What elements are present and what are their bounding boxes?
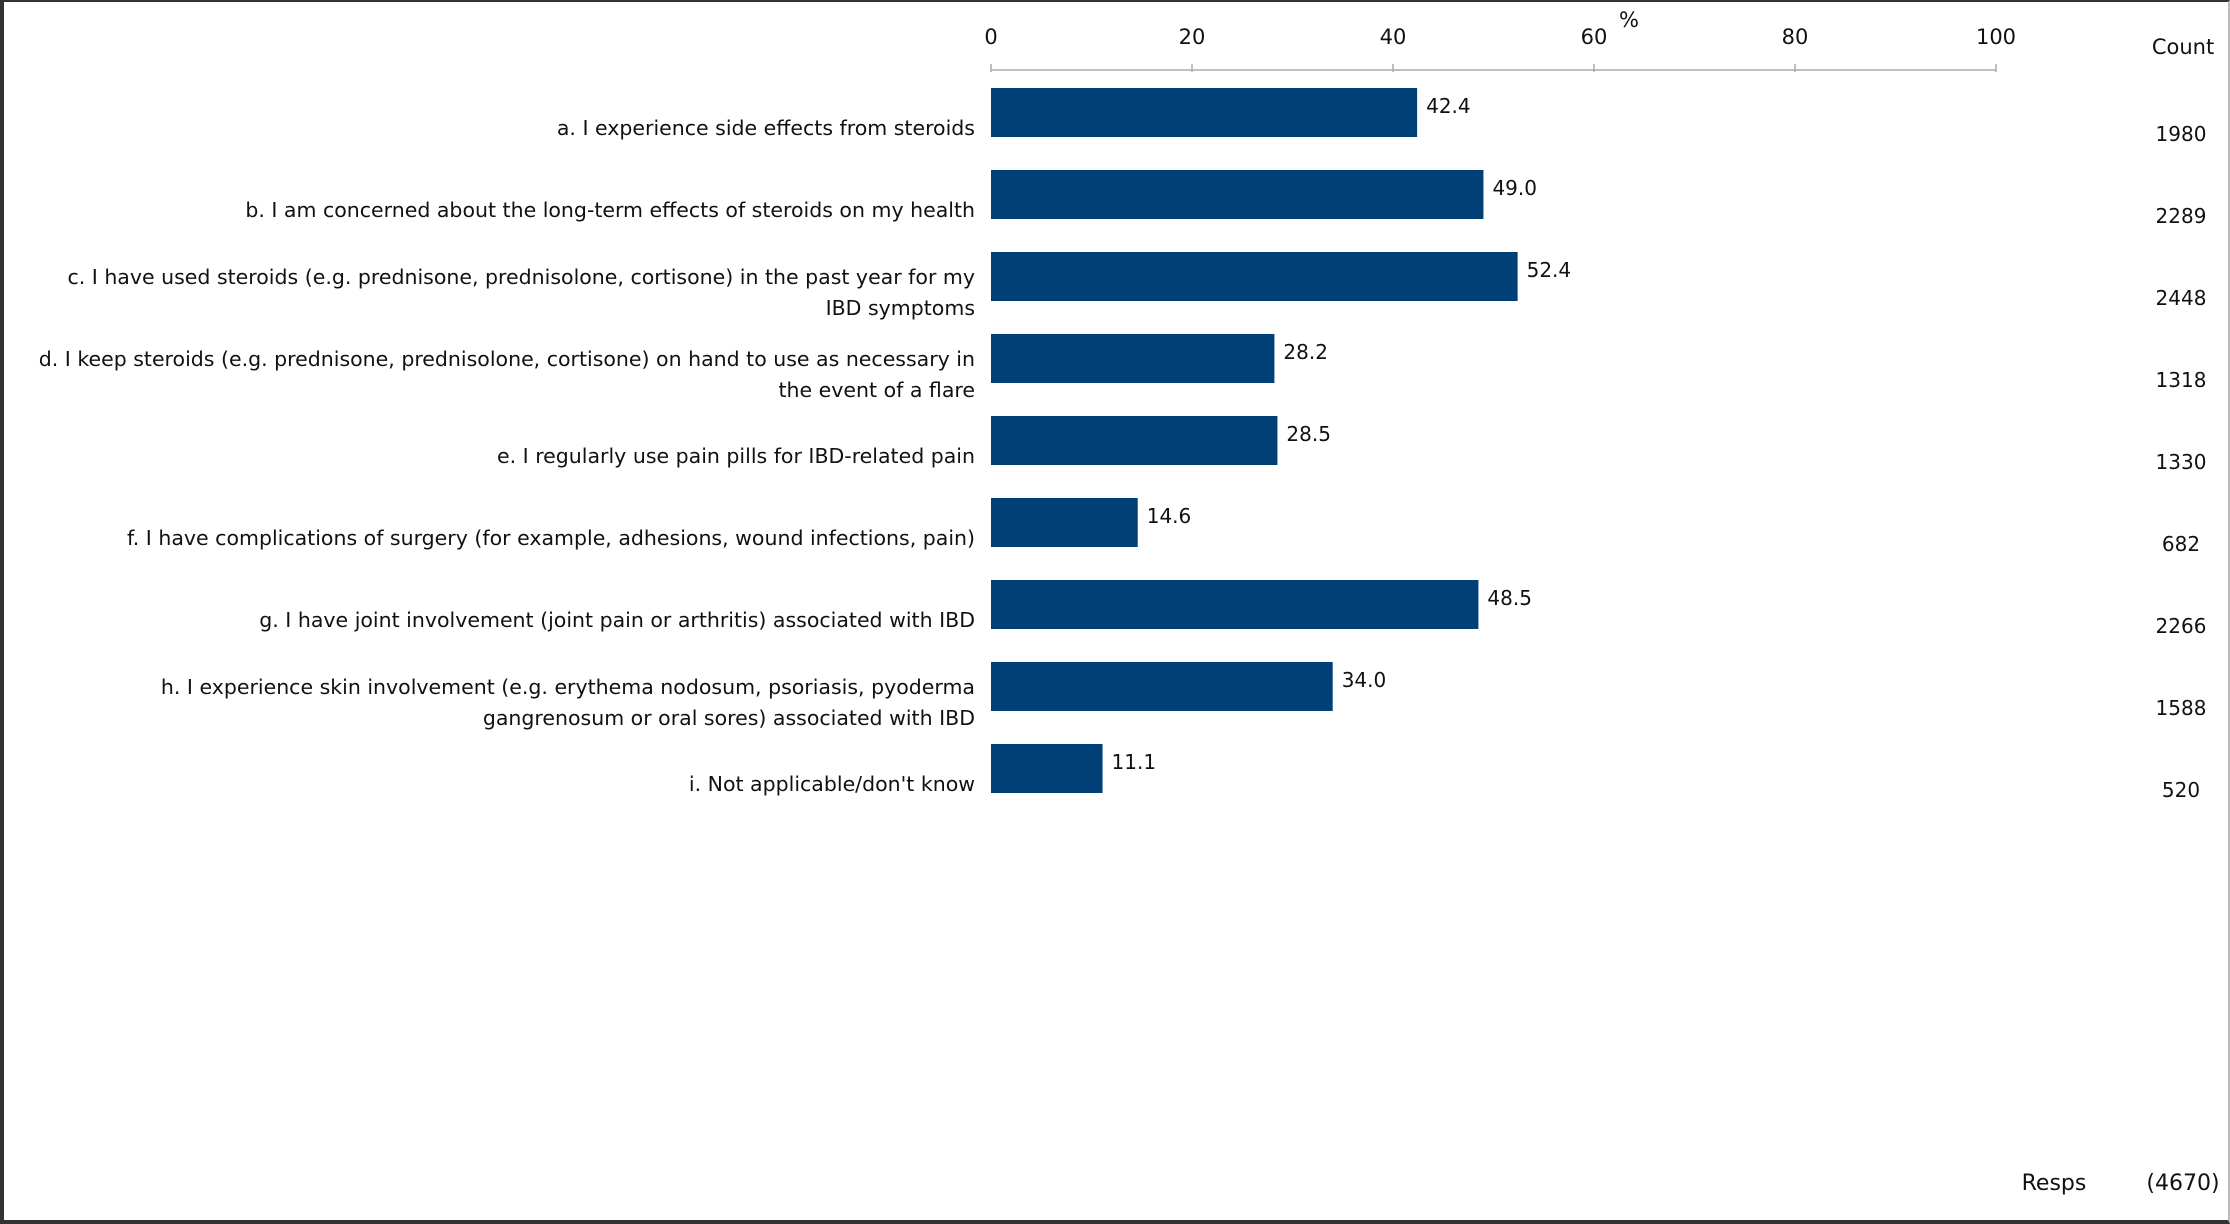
bar xyxy=(991,662,1333,711)
category-label: the event of a flare xyxy=(779,378,975,402)
value-label: 28.2 xyxy=(1283,340,1328,364)
category-label: IBD symptoms xyxy=(826,296,975,320)
bars: 42.4 a. I experience side effects from st… xyxy=(39,88,2207,802)
value-label: 34.0 xyxy=(1342,668,1387,692)
category-label: g. I have joint involvement (joint pain … xyxy=(259,608,975,632)
value-label: 14.6 xyxy=(1147,504,1192,528)
bar xyxy=(991,252,1518,301)
bar xyxy=(991,88,1418,137)
count-value: 2448 xyxy=(2156,286,2207,310)
count-value: 1318 xyxy=(2156,368,2207,392)
bar xyxy=(991,170,1484,219)
category-label: gangrenosum or oral sores) associated wi… xyxy=(483,706,975,730)
x-tick-label: 60 xyxy=(1581,25,1608,49)
count-value: 682 xyxy=(2162,532,2200,556)
x-axis-ticks: 0 20 40 60 80 100 xyxy=(984,25,2016,72)
value-label: 28.5 xyxy=(1286,422,1331,446)
value-label: 42.4 xyxy=(1426,94,1471,118)
category-label: b. I am concerned about the long-term ef… xyxy=(245,198,975,222)
resps-label: Resps xyxy=(2022,1171,2087,1196)
resps-value: (4670) xyxy=(2146,1171,2219,1196)
x-tick-label: 20 xyxy=(1179,25,1206,49)
count-value: 520 xyxy=(2162,778,2200,802)
category-label: d. I keep steroids (e.g. prednisone, pre… xyxy=(39,347,975,371)
value-label: 49.0 xyxy=(1492,176,1537,200)
count-value: 1980 xyxy=(2156,122,2207,146)
x-tick-label: 40 xyxy=(1380,25,1407,49)
axis-unit-label: % xyxy=(1619,8,1639,32)
bar xyxy=(991,416,1278,465)
x-tick-label: 100 xyxy=(1976,25,2016,49)
value-label: 48.5 xyxy=(1487,586,1532,610)
bar xyxy=(991,498,1138,547)
category-label: c. I have used steroids (e.g. prednisone… xyxy=(67,265,975,289)
category-label: f. I have complications of surgery (for … xyxy=(127,526,975,550)
count-value: 1588 xyxy=(2156,696,2207,720)
category-label: a. I experience side effects from steroi… xyxy=(557,116,975,140)
value-label: 52.4 xyxy=(1527,258,1572,282)
bar xyxy=(991,744,1103,793)
count-value: 2289 xyxy=(2156,204,2207,228)
category-label: i. Not applicable/don't know xyxy=(689,772,975,796)
count-column-header: Count xyxy=(2152,35,2214,59)
bar xyxy=(991,580,1479,629)
count-value: 1330 xyxy=(2156,450,2207,474)
category-label: e. I regularly use pain pills for IBD-re… xyxy=(497,444,975,468)
value-label: 11.1 xyxy=(1112,750,1157,774)
x-tick-label: 80 xyxy=(1782,25,1809,49)
category-label: h. I experience skin involvement (e.g. e… xyxy=(161,675,975,699)
bar xyxy=(991,334,1275,383)
x-tick-label: 0 xyxy=(984,25,997,49)
count-value: 2266 xyxy=(2156,614,2207,638)
